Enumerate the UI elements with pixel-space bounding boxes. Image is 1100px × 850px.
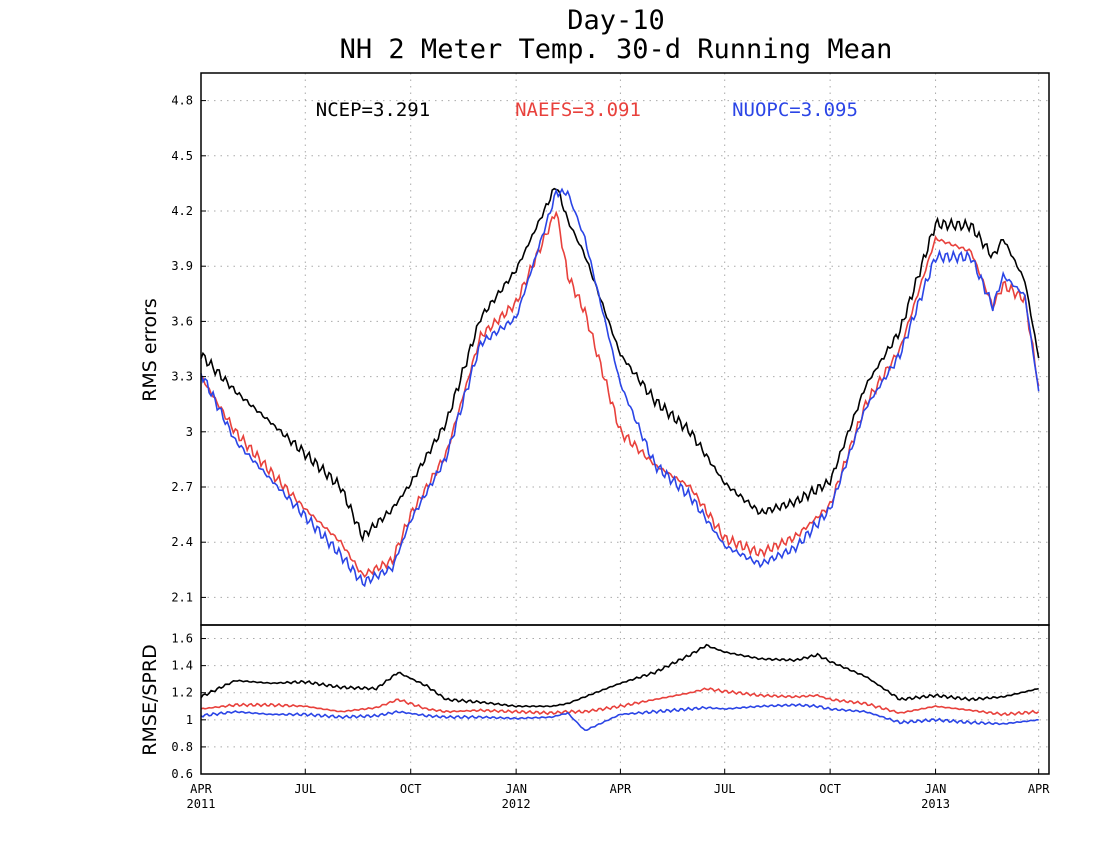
x-tick-label: APR bbox=[1028, 782, 1050, 796]
top-y-tick-label: 2.4 bbox=[171, 535, 193, 549]
top-panel-grid bbox=[201, 73, 1049, 625]
bottom-y-tick-labels: 0.6 0.8 1 1.2 1.4 1.6 bbox=[171, 632, 206, 781]
bottom-panel-frame bbox=[200, 624, 1050, 775]
y-axis-label-ratio: RMSE/SPRD bbox=[139, 644, 161, 755]
bottom-y-tick-label: 1 bbox=[186, 713, 193, 727]
x-tick-label: JUL bbox=[294, 782, 316, 796]
top-series-line-ncep bbox=[200, 187, 1040, 543]
x-tick-label: APR bbox=[610, 782, 632, 796]
bottom-series-line-ncep bbox=[200, 643, 1039, 708]
legend-stats: NCEP=3.291 NAEFS=3.091 NUOPC=3.095 bbox=[316, 99, 858, 121]
top-y-tick-label: 3.9 bbox=[171, 259, 193, 273]
top-y-tick-label: 4.2 bbox=[171, 204, 193, 218]
x-tick-label: JAN bbox=[925, 782, 947, 796]
bottom-y-tick-label: 0.8 bbox=[171, 740, 193, 754]
top-y-tick-label: 4.8 bbox=[171, 94, 193, 108]
top-y-tick-label: 3.6 bbox=[171, 314, 193, 328]
top-y-tick-label: 2.1 bbox=[171, 590, 193, 604]
x-tick-label: OCT bbox=[819, 782, 841, 796]
top-series-line-naefs bbox=[200, 210, 1040, 579]
y-axis-label-rms: RMS errors bbox=[139, 298, 161, 402]
legend-stat-nuopc: NUOPC=3.095 bbox=[732, 99, 858, 121]
bottom-panel-grid bbox=[201, 625, 1049, 774]
top-series-line-nuopc bbox=[200, 187, 1040, 588]
top-panel-series bbox=[200, 187, 1040, 588]
bottom-series-line-nuopc bbox=[200, 703, 1039, 732]
top-y-tick-label: 3 bbox=[186, 425, 193, 439]
bottom-series-line-naefs bbox=[200, 687, 1040, 717]
top-y-tick-labels: 2.1 2.4 2.7 3 3.3 3.6 3.9 4.2 4.5 4.8 bbox=[171, 94, 206, 604]
bottom-y-tick-label: 1.6 bbox=[171, 632, 193, 646]
legend-stat-naefs: NAEFS=3.091 bbox=[515, 99, 641, 121]
bottom-panel-series bbox=[200, 643, 1040, 732]
bottom-y-tick-label: 1.4 bbox=[171, 659, 193, 673]
x-tick-label: APR bbox=[190, 782, 212, 796]
chart-title: Day-10 bbox=[567, 5, 665, 36]
x-tick-label: JUL bbox=[714, 782, 736, 796]
chart-subtitle: NH 2 Meter Temp. 30-d Running Mean bbox=[340, 34, 893, 65]
top-y-tick-label: 3.3 bbox=[171, 370, 193, 384]
top-y-tick-label: 4.5 bbox=[171, 149, 193, 163]
x-tick-year-label: 2011 bbox=[187, 797, 216, 811]
x-tick-label: JAN bbox=[505, 782, 527, 796]
legend-stat-ncep: NCEP=3.291 bbox=[316, 99, 430, 121]
x-tick-year-label: 2013 bbox=[921, 797, 950, 811]
bottom-y-tick-label: 0.6 bbox=[171, 767, 193, 781]
x-tick-label: OCT bbox=[400, 782, 422, 796]
x-tick-year-label: 2012 bbox=[502, 797, 531, 811]
bottom-y-tick-label: 1.2 bbox=[171, 686, 193, 700]
top-y-tick-label: 2.7 bbox=[171, 480, 193, 494]
